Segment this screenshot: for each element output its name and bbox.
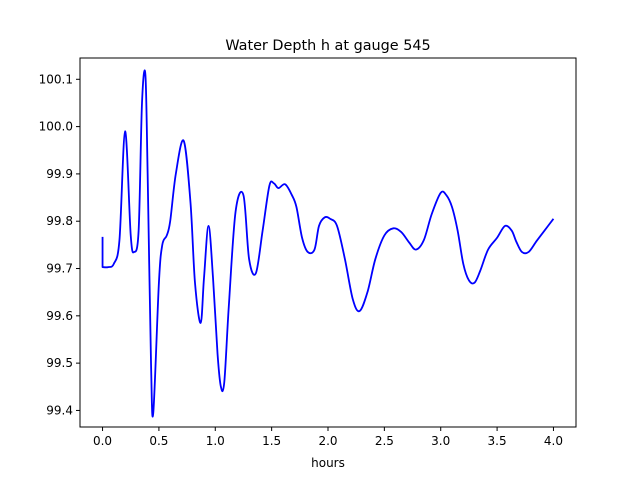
x-tick-label: 2.0 [318,434,337,448]
y-tick-label: 99.5 [46,356,73,370]
x-tick-label: 1.5 [262,434,281,448]
plot-area [101,69,555,418]
y-tick-label: 99.4 [46,403,73,417]
y-tick-label: 99.8 [46,214,73,228]
y-tick-label: 99.7 [46,262,73,276]
chart-title: Water Depth h at gauge 545 [225,38,430,54]
y-tick-label: 100.1 [39,72,73,86]
x-tick-label: 3.0 [431,434,450,448]
y-axis-ticks: 99.4 99.5 99.6 99.7 99.8 99.9 100.0 100.1 [39,72,80,417]
y-tick-label: 100.0 [39,120,73,134]
x-tick-label: 1.0 [206,434,225,448]
x-axis-ticks: 0.0 0.5 1.0 1.5 2.0 2.5 3.0 3.5 4.0 [93,427,563,448]
x-tick-label: 3.5 [488,434,507,448]
plot-frame [79,57,577,428]
y-tick-label: 99.9 [46,167,73,181]
x-tick-label: 2.5 [375,434,394,448]
y-tick-label: 99.6 [46,309,73,323]
x-axis-label: hours [311,456,345,470]
x-tick-label: 0.5 [149,434,168,448]
x-tick-label: 0.0 [93,434,112,448]
series-line [101,69,555,418]
x-tick-label: 4.0 [544,434,563,448]
